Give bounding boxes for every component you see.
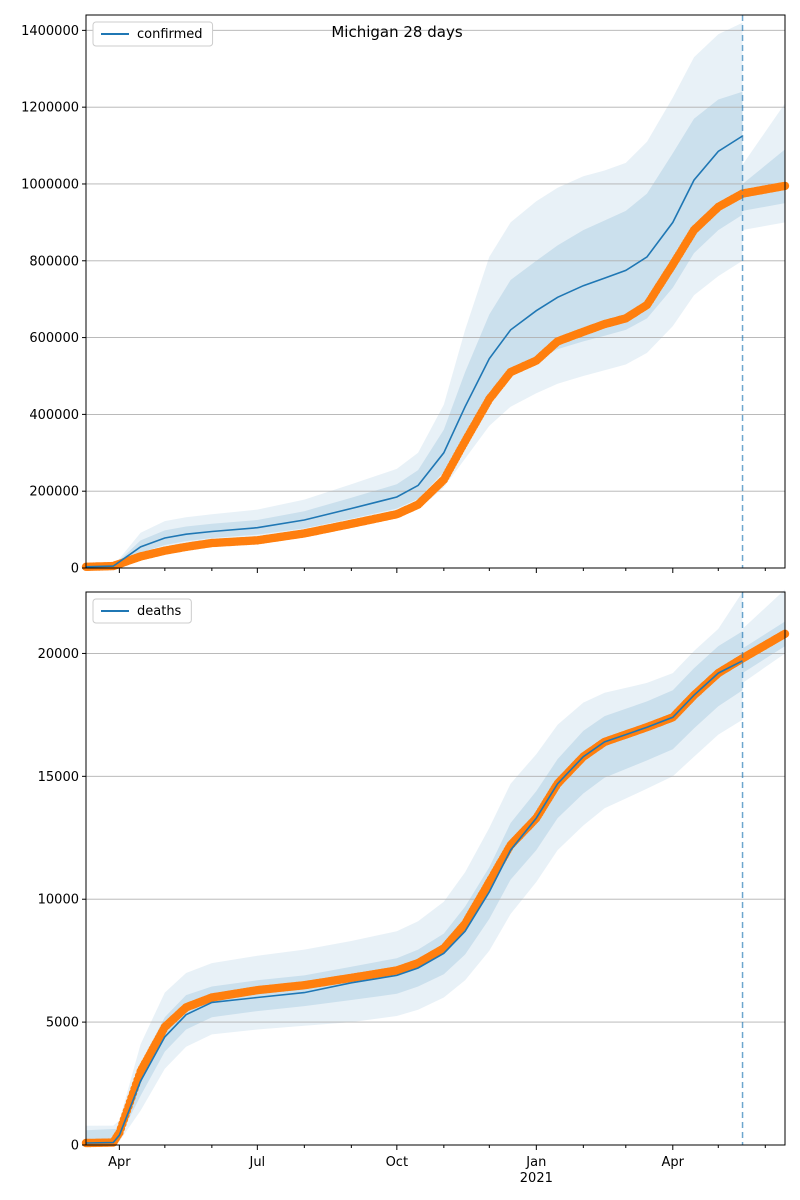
confirmed-legend-box — [92, 21, 214, 47]
confirmed-y-tick-label: 1000000 — [21, 177, 79, 192]
confirmed-y-tick-label: 400000 — [29, 408, 79, 423]
deaths-legend-box — [92, 598, 192, 624]
x-tick-label: Jul — [248, 1155, 265, 1170]
x-year-label: 2021 — [520, 1171, 553, 1186]
confirmed-axes-frame — [85, 14, 786, 569]
confirmed-band-1 — [86, 91, 743, 567]
deaths-legend-label: deaths — [137, 604, 182, 619]
confirmed-model-line — [85, 135, 743, 568]
confirmed-x-axis — [118, 568, 766, 573]
confirmed-observed-points — [81, 181, 790, 571]
deaths-y-tick-label: 20000 — [38, 647, 79, 662]
deaths-y-axis: 0 5000 10000 15000 20000 — [38, 647, 86, 1154]
confirmed-legend: confirmed — [92, 21, 214, 47]
deaths-model-line — [85, 660, 743, 1144]
confirmed-y-tick-label: 1400000 — [21, 24, 79, 39]
deaths-axes-frame — [85, 591, 786, 1146]
x-tick-label: Apr — [108, 1155, 131, 1170]
x-tick-label: Apr — [662, 1155, 685, 1170]
confirmed-panel: 0 200000 400000 600000 800000 1000000 1200000 1… — [21, 14, 790, 577]
confirmed-y-tick-label: 600000 — [29, 331, 79, 346]
confirmed-band-2 — [86, 22, 743, 567]
deaths-y-tick-label: 0 — [71, 1139, 79, 1154]
x-tick-label: Oct — [386, 1155, 408, 1170]
confirmed-y-tick-label: 1200000 — [21, 101, 79, 116]
deaths-legend: deaths — [92, 598, 192, 624]
confirmed-uncertainty-bands — [86, 22, 785, 567]
deaths-forecast-band-2 — [742, 589, 785, 683]
confirmed-legend-label: confirmed — [137, 27, 203, 42]
deaths-y-tick-label: 15000 — [38, 770, 79, 785]
chart-title: Michigan 28 days — [331, 23, 462, 41]
deaths-band-2 — [86, 592, 743, 1145]
x-tick-label: Jan — [525, 1155, 546, 1170]
deaths-panel: 0 5000 10000 15000 20000 Apr Jul Oct Jan Apr 2021… — [38, 589, 790, 1186]
deaths-gridlines — [86, 652, 785, 1023]
confirmed-y-tick-label: 200000 — [29, 485, 79, 500]
confirmed-y-axis: 0 200000 400000 600000 800000 1000000 1200000 1… — [21, 24, 86, 577]
deaths-y-tick-label: 5000 — [46, 1016, 79, 1031]
confirmed-y-tick-label: 800000 — [29, 254, 79, 269]
deaths-y-tick-label: 10000 — [38, 893, 79, 908]
deaths-x-axis: Apr Jul Oct Jan Apr 2021 — [108, 1145, 766, 1186]
confirmed-forecast-band-2 — [742, 103, 785, 231]
confirmed-y-tick-label: 0 — [71, 562, 79, 577]
